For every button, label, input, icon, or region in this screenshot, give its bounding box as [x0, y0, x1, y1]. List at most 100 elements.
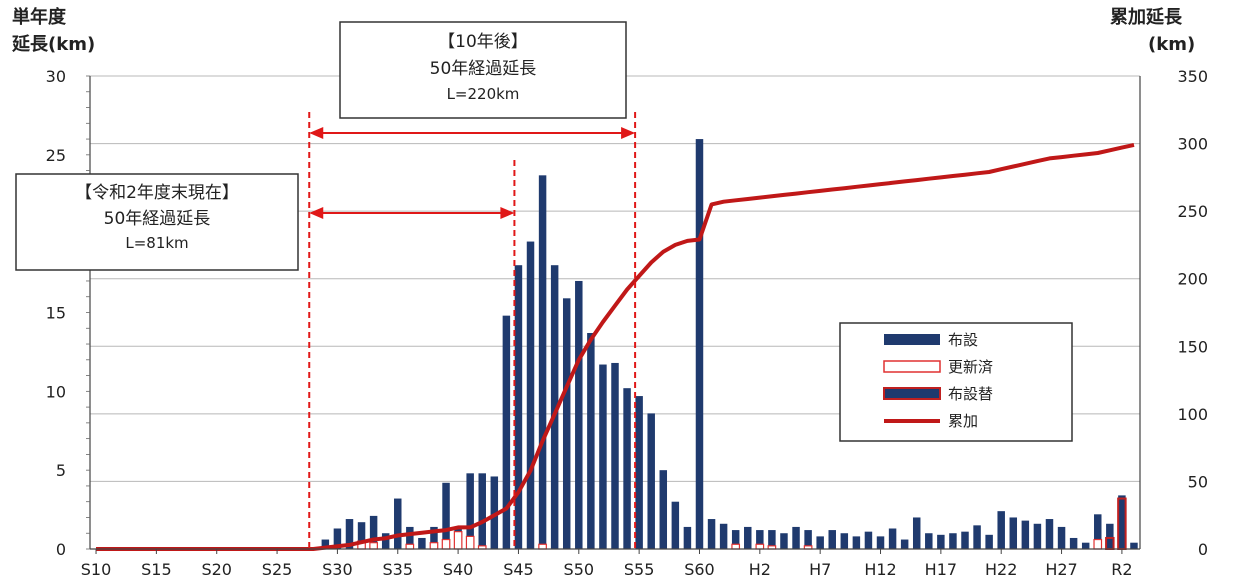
bar-laying — [333, 528, 342, 549]
annotation-box-future-frame — [339, 21, 627, 119]
bars — [321, 139, 1138, 550]
bar-laying — [961, 531, 969, 549]
bar-laying — [647, 413, 655, 549]
bar-laying — [828, 530, 836, 549]
legend-frame — [839, 322, 1073, 442]
x-tick-label: S55 — [624, 560, 655, 579]
bar-renewed — [369, 542, 378, 550]
bar-laying — [1021, 520, 1030, 549]
bar-laying — [744, 526, 752, 549]
bar-laying — [659, 470, 668, 549]
x-tick-label: H27 — [1045, 560, 1077, 579]
bar-laying — [1045, 519, 1054, 549]
bar-laying — [997, 511, 1005, 549]
legend-swatch-relaid — [883, 387, 941, 400]
bar-laying — [1130, 542, 1138, 549]
x-tick-label: S60 — [684, 560, 715, 579]
bar-laying — [514, 265, 523, 549]
bar-laying — [671, 501, 680, 549]
bar-laying — [1106, 523, 1114, 549]
right-tick-label: 250 — [1177, 202, 1208, 221]
bar-renewed — [453, 531, 463, 550]
bar-laying — [683, 526, 692, 549]
annotation-current-title: 【令和2年度末現在】 — [75, 183, 239, 203]
bar-laying — [840, 533, 849, 549]
bar-laying — [490, 476, 499, 549]
bar-laying — [1094, 514, 1102, 549]
bar-relaid — [1105, 536, 1115, 550]
left-tick-label: 10 — [46, 382, 66, 401]
left-axis-label-1: 単年度 — [12, 6, 67, 28]
annotation-future-title: 【10年後】 — [438, 32, 528, 52]
x-tick-label: S20 — [201, 560, 232, 579]
x-tick-label: S25 — [262, 560, 293, 579]
bar-laying — [949, 533, 957, 549]
x-tick-label: H22 — [985, 560, 1017, 579]
bar-laying — [381, 533, 390, 549]
x-tick-label: S30 — [322, 560, 353, 579]
bar-laying — [888, 528, 897, 549]
legend-label-cumulative: 累加 — [948, 412, 978, 430]
bar-laying — [599, 364, 607, 549]
right-tick-label: 200 — [1177, 270, 1208, 289]
x-tick-label: H17 — [925, 560, 957, 579]
annotation-future-subtitle: 50年経過延長 — [430, 59, 537, 79]
legend-label-renewed: 更新済 — [948, 358, 993, 376]
bar-laying — [719, 523, 728, 549]
bar-renewed — [1093, 538, 1103, 550]
annotation-future-length: L=220km — [447, 85, 520, 103]
bar-laying — [345, 519, 354, 549]
x-tick-label: H2 — [749, 560, 771, 579]
bar-laying — [731, 530, 740, 549]
annotation-current-length: L=81km — [125, 234, 188, 252]
bar-laying — [357, 522, 366, 549]
annotation-arrow-head — [309, 207, 324, 219]
left-tick-label: 25 — [46, 146, 66, 165]
annotation-current-subtitle: 50年経過延長 — [104, 209, 211, 229]
bar-laying — [611, 362, 619, 549]
annotation-box-current: 【令和2年度末現在】 50年経過延長 L=81km — [15, 173, 299, 271]
annotation-box-future: 【10年後】 50年経過延長 L=220km — [339, 21, 627, 119]
bar-renewed — [755, 543, 765, 550]
bar-laying — [1081, 542, 1090, 549]
bar-laying — [864, 531, 873, 549]
bar-laying — [900, 539, 909, 549]
x-tick-label: R2 — [1111, 560, 1132, 579]
bar-laying — [418, 537, 426, 549]
bar-laying — [1009, 517, 1018, 549]
left-tick-label: 30 — [46, 67, 66, 86]
bar-laying — [623, 388, 631, 549]
right-tick-label: 350 — [1177, 67, 1208, 86]
bar-laying — [792, 526, 800, 549]
bar-laying — [804, 530, 812, 549]
bar-laying — [550, 265, 559, 549]
bar-laying — [1033, 523, 1042, 549]
x-tick-label: S50 — [564, 560, 595, 579]
bar-laying — [985, 534, 993, 549]
bar-laying — [768, 530, 776, 549]
bar-renewed — [441, 538, 451, 550]
bar-laying — [321, 539, 330, 549]
legend-label-laying: 布設 — [948, 331, 978, 349]
bar-laying — [406, 526, 414, 549]
bar-laying — [466, 473, 474, 549]
right-tick-label: 100 — [1177, 405, 1208, 424]
bar-laying — [587, 332, 595, 549]
x-tick-label: S35 — [383, 560, 414, 579]
x-tick-label: H12 — [864, 560, 896, 579]
bar-laying — [695, 139, 704, 550]
x-tick-label: S40 — [443, 560, 474, 579]
bar-laying — [369, 515, 378, 549]
bar-laying — [816, 536, 824, 549]
bar-laying — [852, 536, 861, 549]
legend-swatch-laying — [884, 334, 940, 345]
bar-laying — [707, 519, 716, 549]
bar-laying — [925, 533, 933, 549]
bar-laying — [937, 534, 945, 549]
right-axis-label-2: (km) — [1148, 34, 1195, 55]
bar-laying — [1069, 537, 1078, 549]
left-tick-label: 5 — [56, 461, 66, 480]
right-axis-label-1: 累加延長 — [1110, 7, 1183, 28]
